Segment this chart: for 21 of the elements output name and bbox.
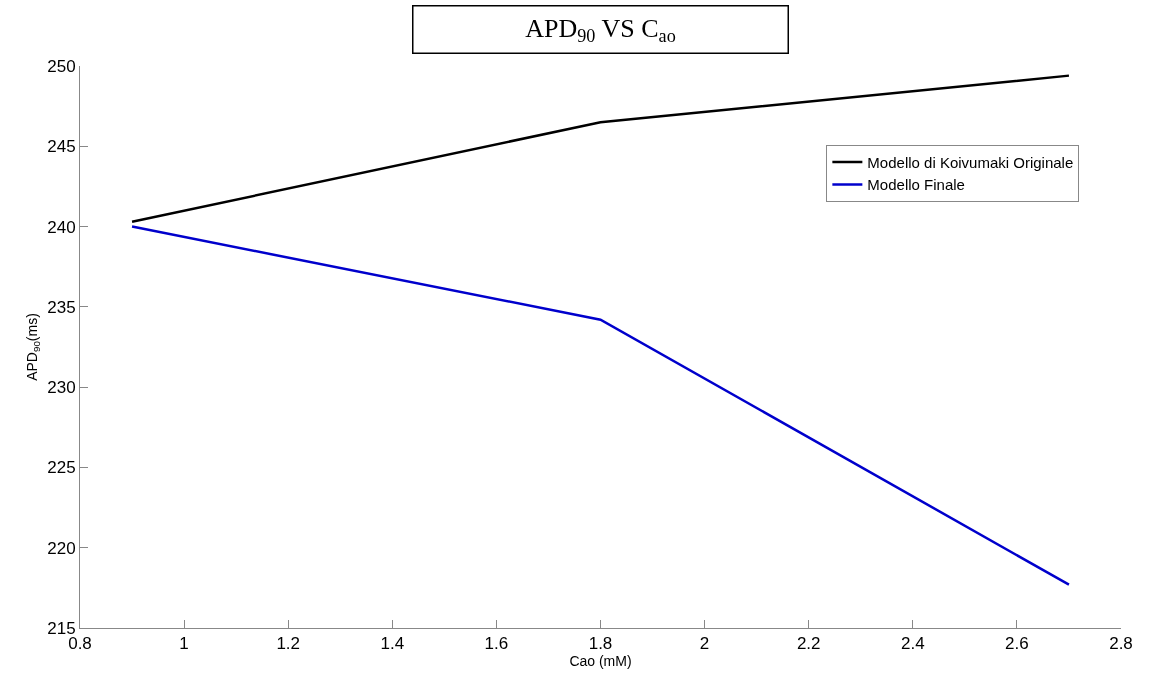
y-tick-label: 235 [47, 297, 76, 317]
y-tick-label: 225 [47, 458, 76, 478]
x-tick-label: 2 [699, 634, 710, 654]
x-tick-label: 2.6 [1005, 634, 1029, 654]
x-tick-label: 1 [179, 634, 189, 654]
legend-label: Modello di Koivumaki Originale [867, 153, 1074, 171]
x-tick-label: 1.6 [484, 634, 509, 654]
y-tick-label: 245 [47, 137, 76, 157]
chart-title: APD$_{90}$ VS C$_{ao}$ [525, 13, 676, 46]
x-tick-label: 2.2 [796, 634, 821, 654]
legend-label: Modello Finale [867, 176, 965, 194]
x-tick-label: 2.4 [900, 634, 925, 654]
x-tick-label: 1.2 [276, 634, 301, 654]
y-tick-label: 230 [47, 378, 76, 398]
y-tick-label: 250 [47, 56, 76, 76]
y-tick-label: 220 [47, 538, 76, 558]
y-tick-label: 240 [47, 217, 76, 237]
x-tick-label: 2.8 [1109, 634, 1133, 654]
x-tick-label: 1.8 [588, 634, 613, 654]
x-tick-label: 1.4 [380, 634, 405, 654]
x-axis-title: Cao (mM) [569, 653, 632, 670]
